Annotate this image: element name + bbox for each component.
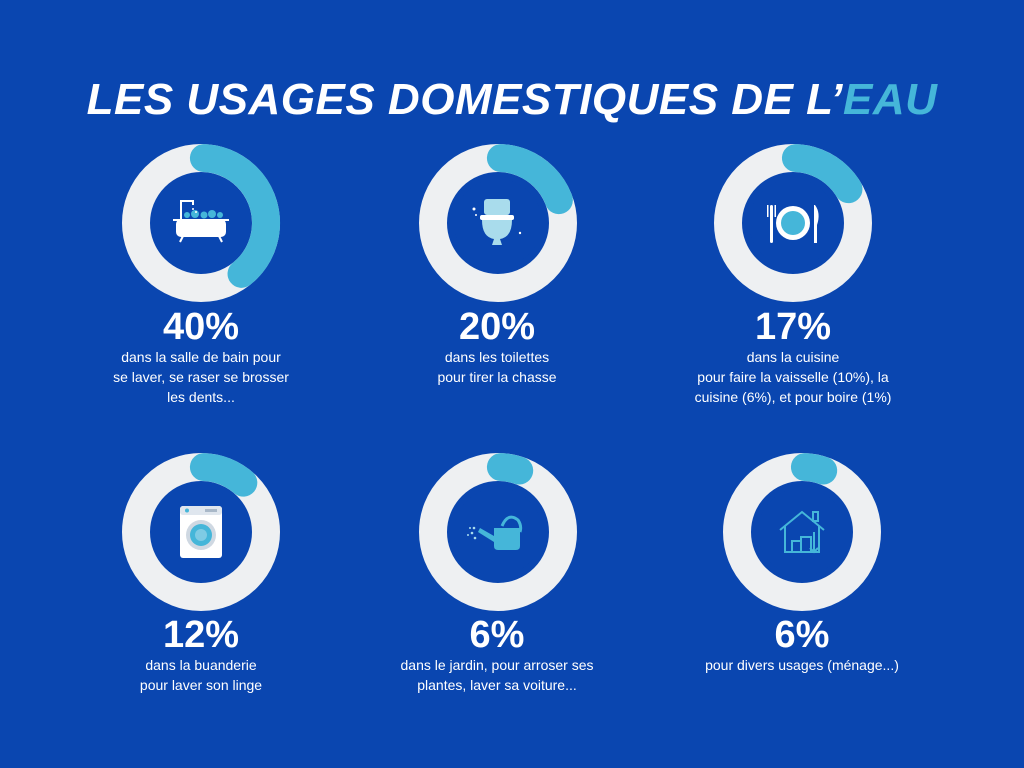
percent-label: 17% [754,306,832,348]
description-text: dans la salle de bain pour se laver, se … [113,349,289,405]
donut-laundry [121,452,281,612]
donut-toilets [418,143,578,303]
percent-label: 40% [162,306,240,348]
percent-label: 6% [774,614,830,656]
page-title: LES USAGES DOMESTIQUES DE L’EAU [0,72,1024,128]
description-text: dans la cuisine pour faire la vaisselle … [694,349,892,405]
donut-garden [418,452,578,612]
donut-arc [790,453,838,485]
donut-arc [781,144,863,204]
percent-label: 6% [469,614,525,656]
toilet-icon [472,199,522,245]
watering-can-icon [467,515,523,550]
donut-bathroom [121,143,281,303]
title-main: LES USAGES DOMESTIQUES DE L’ [86,75,843,124]
donut-arc [189,453,258,497]
description-text: dans le jardin, pour arroser ses plantes… [400,657,594,693]
plate-cutlery-icon [767,205,819,243]
washing-machine-icon [180,506,222,558]
percent-label: 20% [458,306,536,348]
donut-arc [189,144,280,288]
donut-arc [486,144,573,215]
title-highlight: EAU [843,75,938,124]
description-text: pour divers usages (ménage...) [705,657,899,673]
donut-arc [486,453,534,485]
percent-label: 12% [162,614,240,656]
bathtub-icon [173,200,229,243]
description-text: dans la buanderie pour laver son linge [139,657,263,693]
donut-kitchen [713,143,873,303]
house-cleaning-icon [779,510,825,554]
donut-misc [722,452,882,612]
description-text: dans les toilettes pour tirer la chasse [437,349,557,385]
